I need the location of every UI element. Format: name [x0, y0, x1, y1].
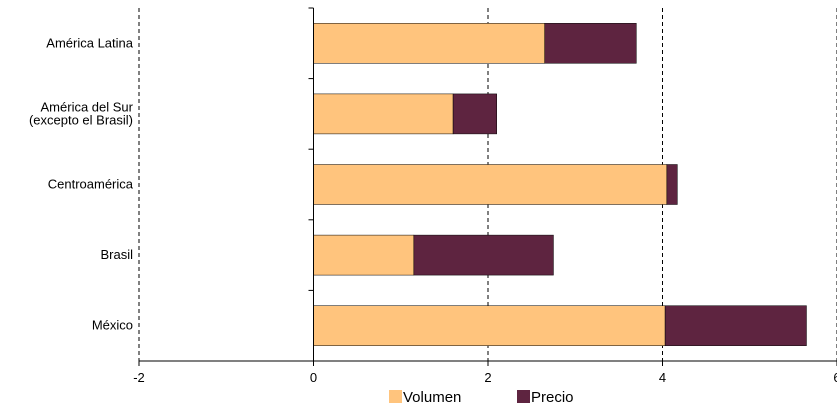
category-label: América del Sur [41, 99, 134, 114]
legend-swatch-precio [517, 390, 530, 403]
bar-precio-2 [666, 164, 678, 205]
bar-precio-1 [452, 93, 497, 135]
category-label: (excepto el Brasil) [29, 112, 133, 127]
bar-precio-0 [544, 23, 637, 64]
labels: América Latina América del Sur(excepto el… [29, 35, 837, 385]
legend-label-precio: Precio [531, 389, 574, 406]
bar-volumen-4 [313, 305, 666, 346]
category-label: América Latina [46, 35, 133, 50]
x-tick-label: 6 [833, 370, 837, 385]
bar-volumen-2 [313, 164, 668, 205]
x-tick-label: 2 [484, 370, 491, 385]
category-label: Brasil [100, 247, 133, 262]
x-tick-label: -2 [133, 370, 145, 385]
legend: Volumen Precio [389, 389, 574, 406]
axes [138, 7, 837, 366]
legend-label-volumen: Volumen [403, 389, 461, 406]
bar-volumen-1 [313, 93, 454, 135]
category-label: México [92, 318, 133, 333]
category-label: Centroamérica [48, 177, 134, 192]
bar-volumen-0 [313, 23, 545, 64]
x-tick-label: 4 [659, 370, 666, 385]
legend-swatch-volumen [389, 390, 402, 403]
bars [313, 23, 807, 346]
x-tick-label: 0 [310, 370, 317, 385]
bar-volumen-3 [313, 234, 415, 276]
bar-precio-4 [664, 305, 807, 346]
bar-precio-3 [413, 234, 554, 276]
